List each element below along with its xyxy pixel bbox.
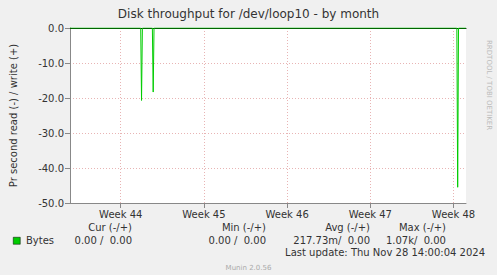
svg-text:1.07k/ 0.00: 1.07k/ 0.00	[386, 235, 446, 246]
svg-text:-40.0: -40.0	[38, 163, 64, 174]
svg-text:Week 46: Week 46	[265, 209, 308, 220]
svg-text:RRDTOOL / TOBI OETIKER: RRDTOOL / TOBI OETIKER	[485, 40, 493, 130]
svg-text:Week 45: Week 45	[182, 209, 225, 220]
svg-text:Disk throughput for /dev/loop1: Disk throughput for /dev/loop10 - by mon…	[118, 7, 379, 21]
svg-text:Pr second read (-) / write (+): Pr second read (-) / write (+)	[8, 44, 19, 187]
svg-text:-50.0: -50.0	[38, 198, 64, 209]
svg-text:Min (-/+): Min (-/+)	[222, 222, 266, 233]
svg-text:Week 47: Week 47	[349, 209, 392, 220]
svg-text:Last update: Thu Nov 28 14:00:: Last update: Thu Nov 28 14:00:04 2024	[285, 247, 485, 258]
svg-text:Cur (-/+): Cur (-/+)	[88, 222, 132, 233]
svg-text:Avg (-/+): Avg (-/+)	[325, 222, 370, 233]
svg-text:Max (-/+): Max (-/+)	[399, 222, 446, 233]
svg-text:0.00 / 0.00: 0.00 / 0.00	[75, 235, 132, 246]
svg-text:-30.0: -30.0	[38, 128, 64, 139]
svg-text:Week 48: Week 48	[432, 209, 475, 220]
svg-text:217.73m/ 0.00: 217.73m/ 0.00	[293, 235, 370, 246]
svg-text:Bytes: Bytes	[26, 235, 54, 246]
svg-text:0.0: 0.0	[48, 23, 64, 34]
svg-text:Munin 2.0.56: Munin 2.0.56	[226, 264, 272, 272]
svg-text:-20.0: -20.0	[38, 93, 64, 104]
svg-text:-10.0: -10.0	[38, 58, 64, 69]
svg-text:Week 44: Week 44	[99, 209, 142, 220]
svg-text:0.00 / 0.00: 0.00 / 0.00	[209, 235, 266, 246]
